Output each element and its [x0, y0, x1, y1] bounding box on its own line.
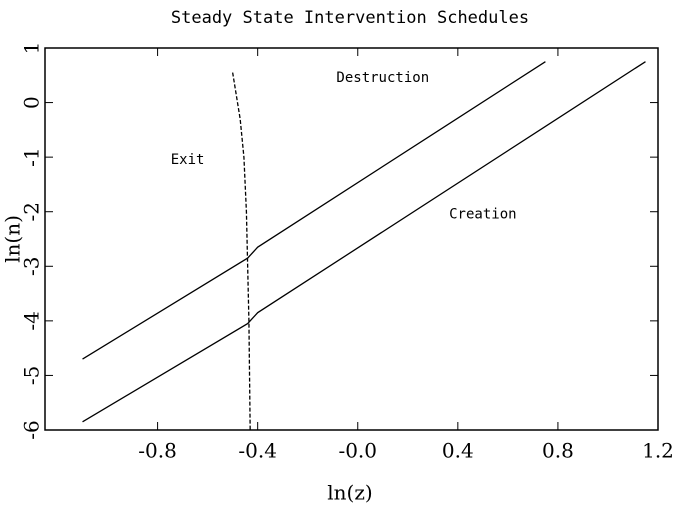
y-tick-label: 1	[20, 42, 44, 55]
x-tick-label: 0.8	[542, 439, 574, 463]
annotation: Destruction	[336, 70, 429, 86]
y-tick-label: -6	[20, 420, 44, 439]
chart-title: Steady State Intervention Schedules	[171, 8, 529, 28]
x-tick-label: -0.0	[338, 439, 377, 463]
y-tick-label: -3	[20, 257, 44, 276]
y-tick-label: -2	[20, 202, 44, 221]
annotation: Exit	[171, 152, 205, 168]
y-tick-label: -4	[20, 311, 44, 330]
series-line	[232, 72, 251, 431]
x-tick-label: -0.8	[138, 439, 177, 463]
plot-frame	[44, 47, 659, 431]
y-axis-label: ln(n)	[1, 215, 25, 263]
y-tick-label: 0	[20, 96, 44, 109]
x-tick-label: -0.4	[238, 439, 277, 463]
series-line	[82, 61, 646, 423]
y-tick-label: -1	[20, 147, 44, 166]
annotation: Creation	[449, 206, 516, 222]
series-line	[82, 61, 546, 360]
x-tick-label: 1.2	[642, 439, 674, 463]
y-tick-label: -5	[20, 366, 44, 385]
x-axis-label: ln(z)	[327, 481, 372, 505]
x-tick-label: 0.4	[442, 439, 474, 463]
